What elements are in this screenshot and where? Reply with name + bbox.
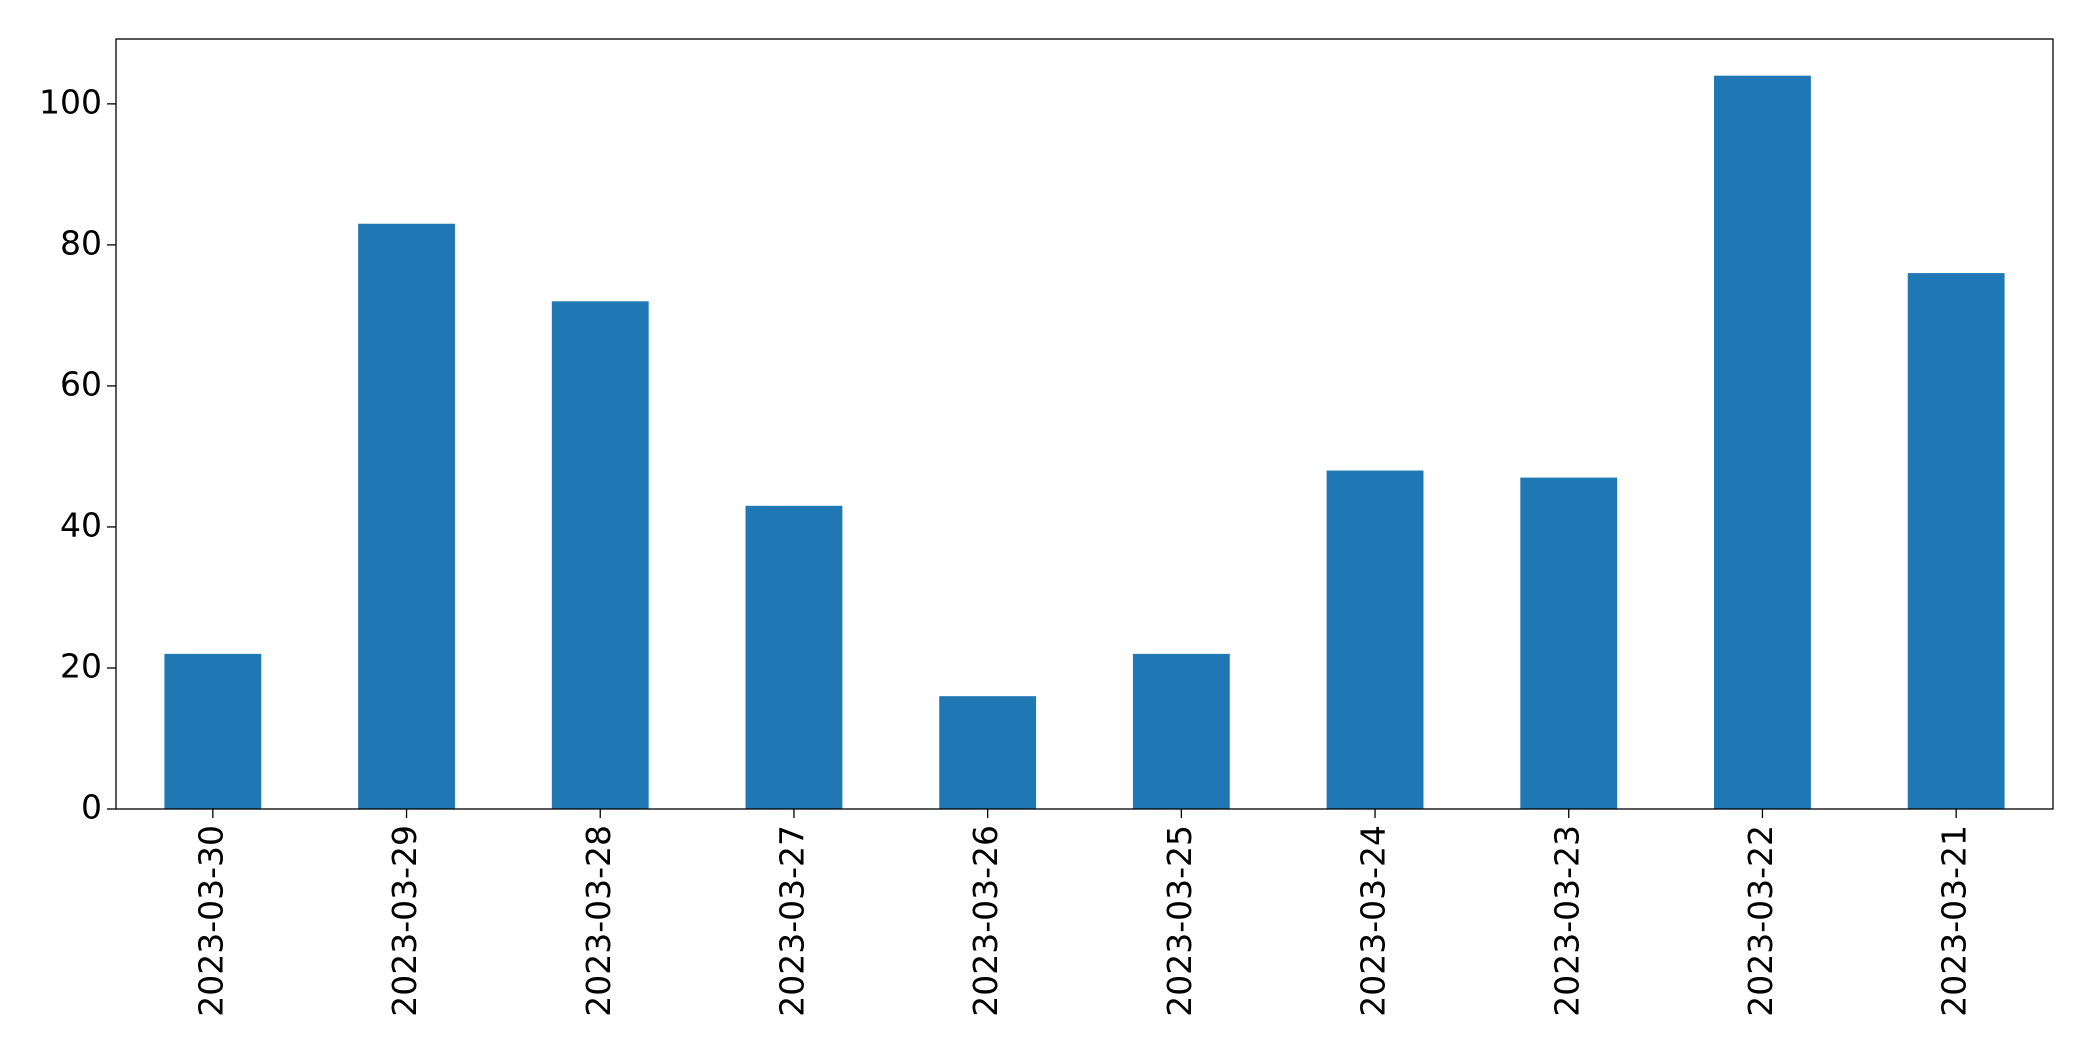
bar bbox=[745, 505, 843, 809]
y-tick-label: 20 bbox=[60, 646, 102, 685]
y-tick-label: 60 bbox=[60, 364, 102, 403]
bar bbox=[1326, 470, 1424, 809]
y-tick-label: 40 bbox=[60, 505, 102, 544]
x-tick-label: 2023-03-21 bbox=[1935, 825, 1974, 1017]
x-tick-label: 2023-03-23 bbox=[1547, 825, 1586, 1017]
y-tick-label: 80 bbox=[60, 223, 102, 262]
bar bbox=[358, 223, 455, 809]
x-tick-label: 2023-03-22 bbox=[1741, 825, 1780, 1017]
x-tick-label: 2023-03-29 bbox=[385, 825, 424, 1017]
x-tick-label: 2023-03-24 bbox=[1354, 825, 1393, 1017]
x-tick-label: 2023-03-30 bbox=[191, 825, 230, 1017]
bar bbox=[551, 301, 649, 809]
x-tick-label: 2023-03-27 bbox=[772, 825, 811, 1017]
plot-frame bbox=[115, 38, 2054, 810]
bar bbox=[1907, 273, 2005, 810]
y-tick-label: 0 bbox=[81, 788, 102, 827]
x-tick-label: 2023-03-28 bbox=[579, 825, 618, 1017]
x-tick-label: 2023-03-26 bbox=[966, 825, 1005, 1017]
bar bbox=[939, 696, 1037, 809]
bar bbox=[1132, 653, 1230, 809]
bar bbox=[1520, 477, 1618, 809]
bar bbox=[164, 653, 262, 809]
bar bbox=[1714, 75, 1811, 809]
y-tick-label: 100 bbox=[39, 82, 102, 121]
x-tick-label: 2023-03-25 bbox=[1160, 825, 1199, 1017]
